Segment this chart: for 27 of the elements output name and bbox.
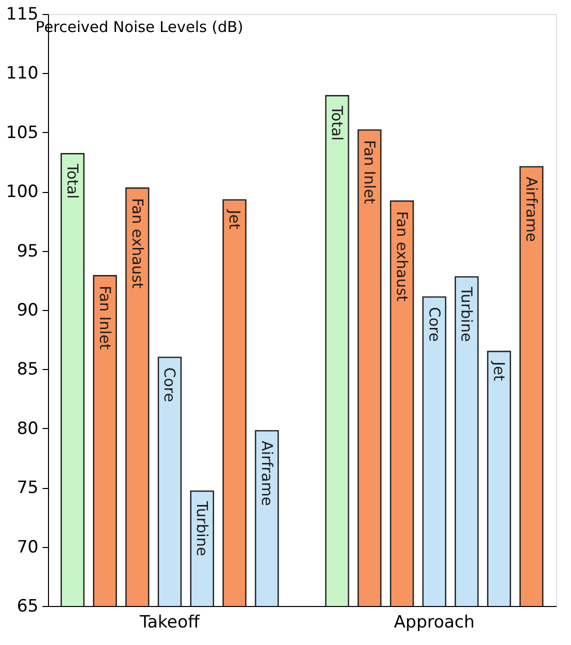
- y-tick-label: 100: [6, 182, 38, 202]
- y-tick-label: 95: [16, 241, 38, 262]
- series-label: Fan Inlet: [360, 140, 379, 204]
- text: Core: [425, 306, 444, 342]
- text: Turbine: [193, 501, 212, 556]
- y-tick-label: 110: [6, 64, 38, 84]
- y-tick-label: 75: [16, 478, 38, 498]
- text: Total: [64, 164, 82, 199]
- x-tick-label: Takeoff: [138, 612, 201, 632]
- series-label: Fan exhaust: [128, 198, 146, 289]
- y-tick-label: 105: [6, 122, 38, 143]
- y-tick-label: 80: [16, 418, 38, 439]
- series-label: Total: [328, 104, 346, 141]
- y-tick-label: 65: [16, 596, 38, 616]
- y-tick-label: 115: [6, 4, 38, 24]
- text: Jet: [490, 361, 508, 381]
- y-tick-label: 90: [16, 300, 38, 320]
- x-tick-label: Approach: [394, 612, 475, 632]
- series-label: Turbine: [458, 286, 476, 342]
- text: Airframe: [258, 440, 276, 506]
- series-label: Jet: [225, 208, 244, 230]
- text: Fan exhaust: [392, 211, 411, 302]
- y-tick-label: 70: [16, 537, 38, 558]
- series-label: Airframe: [522, 176, 540, 242]
- text: Fan Inlet: [96, 286, 114, 350]
- y-tick-label: 85: [16, 360, 38, 380]
- series-label: Core: [160, 367, 179, 402]
